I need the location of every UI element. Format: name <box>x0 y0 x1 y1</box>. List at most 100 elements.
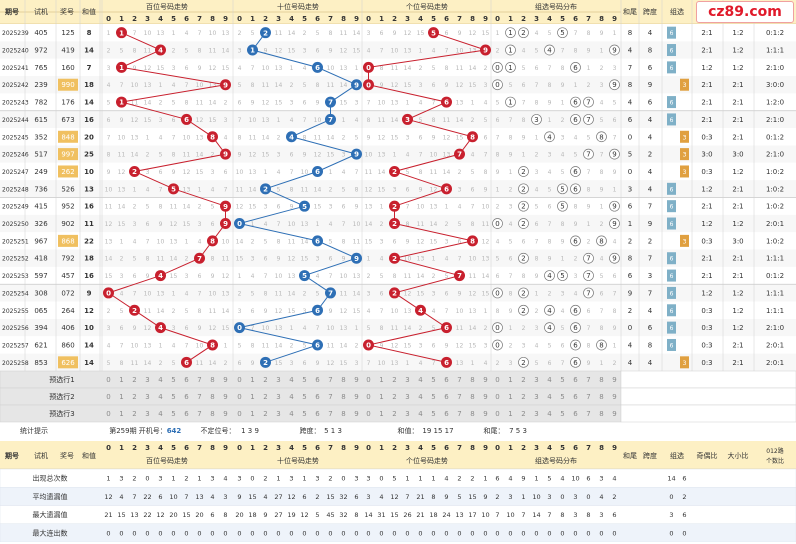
predict-digit[interactable]: 6 <box>315 376 320 384</box>
predict-digit[interactable]: 8 <box>470 376 474 384</box>
predict-digit[interactable]: 3 <box>276 376 280 384</box>
predict-digit[interactable]: 4 <box>289 410 294 418</box>
predict-digit[interactable]: 7 <box>328 410 332 418</box>
predict-digit[interactable]: 1 <box>119 410 123 418</box>
predict-digit[interactable]: 0 <box>495 376 499 384</box>
predict-digit[interactable]: 3 <box>405 376 409 384</box>
predict-digit[interactable]: 8 <box>599 376 603 384</box>
predict-digit[interactable]: 1 <box>508 393 512 401</box>
predict-digit[interactable]: 9 <box>223 410 227 418</box>
predict-digit[interactable]: 2 <box>263 393 267 401</box>
predict-digit[interactable]: 4 <box>158 376 163 384</box>
predict-digit[interactable]: 3 <box>534 410 538 418</box>
issue-number[interactable]: 2025249 <box>2 204 29 211</box>
predict-digit[interactable]: 9 <box>483 410 487 418</box>
predict-digit[interactable]: 9 <box>354 376 358 384</box>
predict-digit[interactable]: 0 <box>237 376 241 384</box>
predict-digit[interactable]: 1 <box>379 393 383 401</box>
predict-digit[interactable]: 8 <box>341 376 345 384</box>
predict-digit[interactable]: 6 <box>573 376 578 384</box>
predict-digit[interactable]: 7 <box>586 410 590 418</box>
predict-digit[interactable]: 1 <box>250 410 254 418</box>
predict-digit[interactable]: 9 <box>612 376 616 384</box>
predict-digit[interactable]: 4 <box>158 393 163 401</box>
predict-digit[interactable]: 7 <box>197 393 201 401</box>
issue-number[interactable]: 2025241 <box>2 65 29 72</box>
predict-digit[interactable]: 2 <box>392 410 396 418</box>
predict-digit[interactable]: 2 <box>263 410 267 418</box>
predict-digit[interactable]: 2 <box>521 393 525 401</box>
predict-digit[interactable]: 9 <box>223 393 227 401</box>
predict-digit[interactable]: 1 <box>119 393 123 401</box>
predict-digit[interactable]: 0 <box>106 376 110 384</box>
predict-digit[interactable]: 3 <box>534 376 538 384</box>
issue-number[interactable]: 2025248 <box>2 186 29 193</box>
predict-digit[interactable]: 4 <box>418 376 423 384</box>
predict-digit[interactable]: 7 <box>586 376 590 384</box>
predict-digit[interactable]: 0 <box>366 393 370 401</box>
predict-digit[interactable]: 1 <box>508 376 512 384</box>
predict-digit[interactable]: 8 <box>341 393 345 401</box>
issue-number[interactable]: 2025246 <box>2 152 29 159</box>
predict-digit[interactable]: 7 <box>457 393 461 401</box>
predict-digit[interactable]: 9 <box>354 410 358 418</box>
predict-digit[interactable]: 8 <box>470 393 474 401</box>
predict-digit[interactable]: 1 <box>250 376 254 384</box>
predict-digit[interactable]: 7 <box>457 376 461 384</box>
predict-digit[interactable]: 6 <box>184 410 189 418</box>
issue-number[interactable]: 2025253 <box>2 273 29 280</box>
issue-number[interactable]: 2025245 <box>2 134 29 141</box>
issue-number[interactable]: 2025258 <box>2 360 29 367</box>
issue-number[interactable]: 2025254 <box>2 290 29 297</box>
predict-digit[interactable]: 9 <box>612 393 616 401</box>
predict-digit[interactable]: 8 <box>470 410 474 418</box>
predict-digit[interactable]: 0 <box>366 376 370 384</box>
predict-digit[interactable]: 6 <box>184 376 189 384</box>
site-logo[interactable]: cz89.com <box>696 1 794 23</box>
predict-digit[interactable]: 0 <box>495 410 499 418</box>
predict-digit[interactable]: 4 <box>289 393 294 401</box>
predict-digit[interactable]: 8 <box>210 376 214 384</box>
predict-digit[interactable]: 3 <box>405 410 409 418</box>
predict-digit[interactable]: 4 <box>547 376 552 384</box>
predict-digit[interactable]: 4 <box>158 410 163 418</box>
predict-digit[interactable]: 2 <box>263 376 267 384</box>
predict-digit[interactable]: 1 <box>508 410 512 418</box>
predict-digit[interactable]: 2 <box>392 393 396 401</box>
issue-number[interactable]: 2025251 <box>2 238 29 245</box>
predict-digit[interactable]: 5 <box>302 376 306 384</box>
predict-digit[interactable]: 3 <box>145 393 149 401</box>
predict-digit[interactable]: 1 <box>379 410 383 418</box>
predict-digit[interactable]: 6 <box>573 393 578 401</box>
predict-digit[interactable]: 7 <box>197 410 201 418</box>
predict-digit[interactable]: 2 <box>132 376 136 384</box>
issue-number[interactable]: 2025252 <box>2 256 29 263</box>
predict-digit[interactable]: 8 <box>210 393 214 401</box>
predict-digit[interactable]: 8 <box>599 393 603 401</box>
predict-digit[interactable]: 3 <box>276 393 280 401</box>
predict-digit[interactable]: 5 <box>560 376 564 384</box>
issue-number[interactable]: 2025257 <box>2 342 29 349</box>
predict-digit[interactable]: 6 <box>315 410 320 418</box>
predict-digit[interactable]: 7 <box>197 376 201 384</box>
predict-digit[interactable]: 1 <box>119 376 123 384</box>
predict-digit[interactable]: 9 <box>223 376 227 384</box>
predict-digit[interactable]: 3 <box>145 410 149 418</box>
predict-digit[interactable]: 5 <box>431 393 435 401</box>
predict-digit[interactable]: 5 <box>171 376 175 384</box>
predict-digit[interactable]: 5 <box>431 410 435 418</box>
issue-number[interactable]: 2025239 <box>2 30 29 37</box>
predict-digit[interactable]: 1 <box>250 393 254 401</box>
predict-digit[interactable]: 6 <box>573 410 578 418</box>
predict-digit[interactable]: 9 <box>612 410 616 418</box>
predict-digit[interactable]: 8 <box>210 410 214 418</box>
predict-digit[interactable]: 9 <box>483 393 487 401</box>
issue-number[interactable]: 2025244 <box>2 117 29 124</box>
predict-digit[interactable]: 3 <box>276 410 280 418</box>
predict-digit[interactable]: 5 <box>171 393 175 401</box>
predict-digit[interactable]: 0 <box>237 393 241 401</box>
issue-number[interactable]: 2025243 <box>2 100 29 107</box>
predict-digit[interactable]: 5 <box>171 410 175 418</box>
predict-digit[interactable]: 3 <box>145 376 149 384</box>
predict-digit[interactable]: 7 <box>457 410 461 418</box>
